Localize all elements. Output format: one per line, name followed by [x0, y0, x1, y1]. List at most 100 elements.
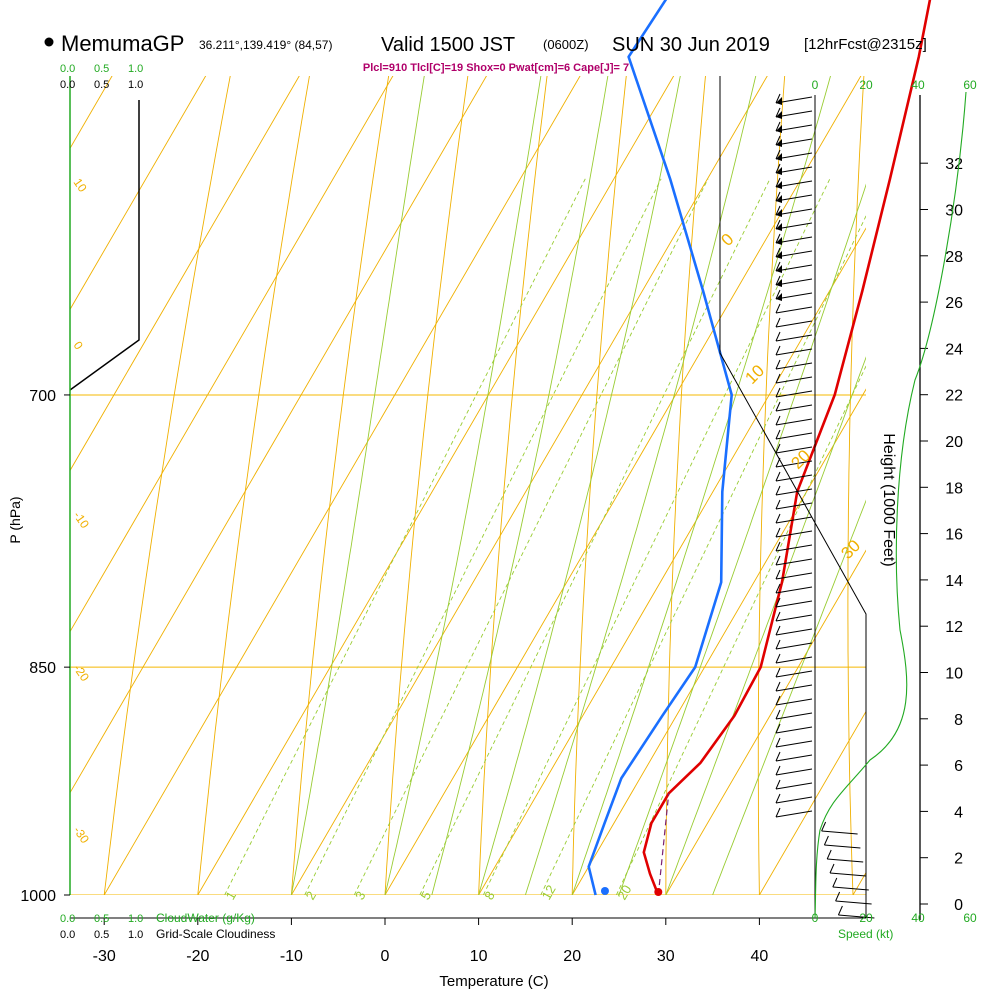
isotherm-line: [70, 76, 207, 311]
barb-shaft: [775, 432, 813, 440]
wind-barb: [775, 219, 813, 231]
dry-adiabat: [478, 76, 548, 895]
barb-feather: [775, 639, 781, 650]
mixing-ratio-label: 12: [539, 882, 559, 902]
barb-feather: [775, 107, 781, 118]
bottom-cloudwater-0: 0.0: [60, 913, 75, 925]
wind-barb: [775, 107, 813, 119]
barb-shaft: [775, 810, 813, 818]
mixing-ratio-line: [540, 214, 866, 895]
barb-pennant: [776, 195, 782, 203]
speed-axis-title: Speed (kt): [838, 927, 893, 941]
dry-adiabat: [847, 76, 865, 895]
isotherm-line: [0, 0, 578, 895]
wind-barb: [775, 681, 813, 692]
barb-pennant: [776, 97, 782, 105]
barb-shaft: [775, 474, 813, 482]
wind-barb: [775, 331, 813, 342]
mixing-ratio-label: 20: [614, 882, 634, 902]
barb-feather: [823, 835, 829, 846]
barb-feather: [775, 121, 781, 132]
barb-pennant: [776, 153, 782, 161]
cloudiness-scale-1: 1.0: [128, 79, 143, 91]
wind-barb: [832, 877, 869, 891]
wind-barb: [775, 163, 813, 175]
isotherm-line: [852, 871, 866, 895]
forecast-info: [12hrFcst@2315z]: [804, 36, 927, 53]
mixing-ratio-label: 5: [418, 889, 435, 903]
isotherm-line: [759, 710, 866, 895]
barb-shaft: [775, 796, 813, 804]
barb-feather: [775, 527, 781, 538]
x-tick-label: 20: [563, 948, 581, 965]
wind-barb: [775, 695, 813, 706]
barb-feather: [775, 373, 781, 384]
wind-barb: [823, 835, 861, 849]
barb-shaft: [775, 754, 813, 762]
barb-pennant: [776, 167, 782, 175]
speed-scale-top: 20: [859, 78, 873, 92]
cloudwater-label: CloudWater (g/Kg): [156, 911, 255, 925]
cloudwater-scale-0: 0.0: [60, 63, 75, 75]
height-tick-label: 14: [945, 573, 963, 590]
barb-shaft: [775, 390, 813, 398]
barb-feather: [775, 583, 781, 594]
mixing-ratio-line: [353, 178, 709, 895]
wind-barb: [775, 583, 813, 594]
moist-adiabat: [384, 76, 542, 895]
barb-shaft: [827, 858, 864, 863]
barb-shaft: [775, 460, 813, 468]
mixing-ratio-line: [419, 178, 771, 895]
height-tick-label: 24: [945, 341, 963, 358]
pressure-tick-label: 700: [29, 388, 56, 405]
wind-barb: [775, 443, 813, 454]
barb-shaft: [829, 872, 867, 877]
isotherm-line: [0, 0, 672, 895]
wind-barb: [775, 415, 813, 426]
dewpoint-profile: [587, 0, 733, 896]
barb-shaft: [775, 446, 813, 454]
barb-feather: [775, 597, 781, 608]
barb-feather: [775, 149, 781, 160]
barb-feather: [775, 751, 781, 762]
wind-barb: [775, 93, 813, 105]
barb-feather: [821, 821, 827, 832]
isotherm-line: [571, 388, 866, 895]
barb-shaft: [775, 768, 813, 776]
adiabat-label: 0: [71, 339, 86, 353]
speed-scale-bottom: 20: [859, 911, 873, 925]
wind-barb: [775, 317, 813, 328]
dry-adiabat: [384, 76, 469, 895]
wind-barb: [775, 807, 813, 818]
isotherm-line: [384, 76, 862, 895]
barb-shaft: [775, 726, 813, 734]
barb-shaft: [775, 656, 813, 664]
wind-barb: [775, 121, 813, 133]
barb-feather: [775, 513, 781, 524]
speed-scale-bottom: 40: [911, 911, 925, 925]
moist-adiabat: [665, 356, 866, 895]
bottom-cloudiness-1: 1.0: [128, 929, 143, 941]
adiabat-label: -30: [71, 824, 93, 847]
plot-right-border: [719, 76, 867, 918]
moist-adiabat: [290, 76, 425, 895]
x-tick-label: -30: [93, 948, 116, 965]
mixing-ratio-label: 1: [222, 889, 239, 903]
barb-feather: [775, 611, 781, 622]
barb-pennant: [776, 251, 782, 259]
height-tick-label: 10: [945, 666, 963, 683]
wind-barb: [775, 429, 813, 440]
barb-pennant: [776, 125, 782, 133]
barb-pennant: [776, 139, 782, 147]
barb-pennant: [776, 293, 782, 301]
height-tick-label: 2: [954, 851, 963, 868]
valid-time: Valid 1500 JST: [381, 34, 515, 56]
surface-temperature-marker: [654, 888, 663, 896]
speed-scale-bottom: 60: [963, 911, 977, 925]
speed-scale-top: 0: [812, 78, 819, 92]
barb-feather: [829, 863, 835, 874]
height-tick-label: 16: [945, 527, 963, 544]
dry-adiabat: [571, 76, 627, 895]
mixing-ratio-line: [304, 178, 662, 895]
